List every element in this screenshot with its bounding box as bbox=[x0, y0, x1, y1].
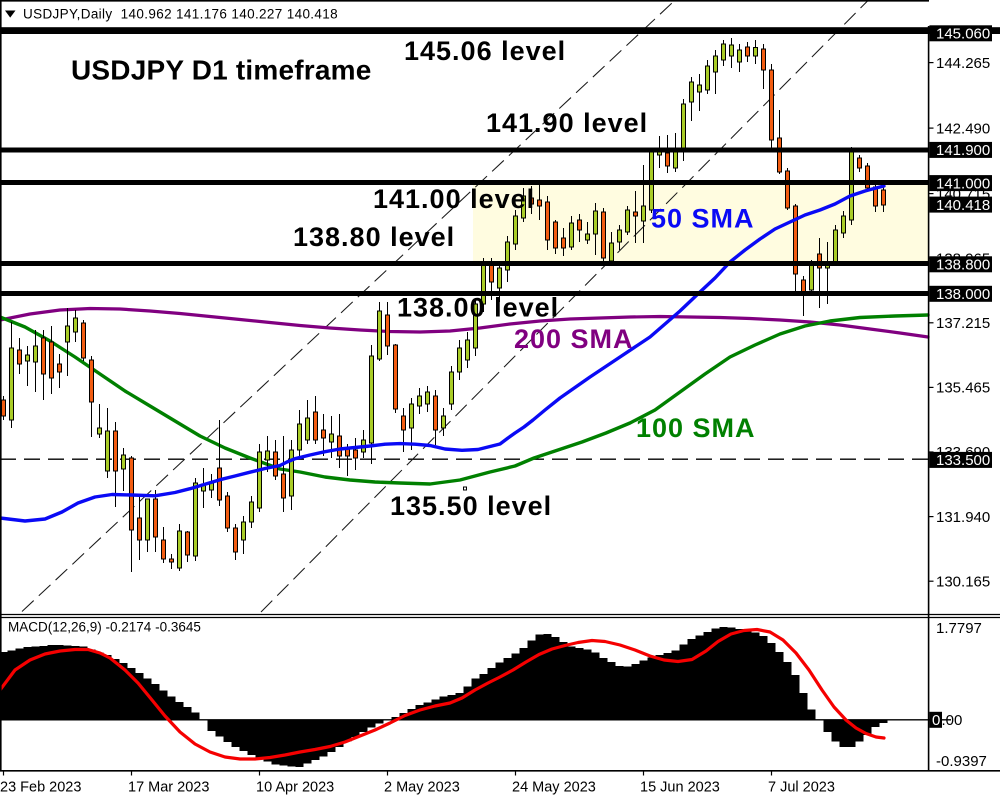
svg-text:138.00 level: 138.00 level bbox=[397, 293, 559, 323]
svg-text:15 Jun 2023: 15 Jun 2023 bbox=[640, 780, 720, 796]
svg-text:131.940: 131.940 bbox=[936, 509, 990, 526]
svg-text:MACD(12,26,9) -0.2174 -0.3645: MACD(12,26,9) -0.2174 -0.3645 bbox=[8, 620, 201, 635]
svg-text:135.465: 135.465 bbox=[936, 380, 990, 397]
svg-text:140.418: 140.418 bbox=[936, 197, 990, 214]
svg-text:2 May 2023: 2 May 2023 bbox=[384, 780, 460, 796]
svg-text:145.06 level: 145.06 level bbox=[404, 36, 566, 66]
svg-text:135.50 level: 135.50 level bbox=[390, 491, 552, 521]
svg-text:142.490: 142.490 bbox=[936, 120, 990, 137]
svg-text:141.00 level: 141.00 level bbox=[373, 184, 535, 214]
svg-text:10 Apr 2023: 10 Apr 2023 bbox=[256, 780, 334, 796]
svg-text:24 May 2023: 24 May 2023 bbox=[512, 780, 596, 796]
svg-text:141.90 level: 141.90 level bbox=[486, 108, 648, 138]
svg-text:138.80 level: 138.80 level bbox=[293, 222, 455, 252]
svg-text:7 Jul 2023: 7 Jul 2023 bbox=[768, 780, 835, 796]
svg-text:USDJPY D1 timeframe: USDJPY D1 timeframe bbox=[71, 55, 372, 86]
svg-text:137.215: 137.215 bbox=[936, 315, 990, 332]
svg-text:200 SMA: 200 SMA bbox=[514, 324, 634, 354]
svg-text:50 SMA: 50 SMA bbox=[651, 204, 755, 234]
svg-text:130.165: 130.165 bbox=[936, 573, 990, 590]
svg-text:23 Feb 2023: 23 Feb 2023 bbox=[0, 780, 81, 796]
svg-text:141.900: 141.900 bbox=[936, 142, 990, 159]
svg-text:138.800: 138.800 bbox=[936, 257, 990, 274]
svg-text:17 Mar 2023: 17 Mar 2023 bbox=[128, 780, 209, 796]
svg-text:144.265: 144.265 bbox=[936, 55, 990, 72]
svg-text:138.000: 138.000 bbox=[936, 286, 990, 303]
svg-text:100 SMA: 100 SMA bbox=[636, 413, 756, 443]
svg-text:1.7797: 1.7797 bbox=[936, 620, 982, 637]
svg-text:USDJPY,Daily 140.962 141.176: USDJPY,Daily 140.962 141.176 140.227 140… bbox=[23, 7, 338, 22]
svg-text:-0.9397: -0.9397 bbox=[936, 753, 987, 770]
svg-text:145.060: 145.060 bbox=[936, 26, 990, 43]
svg-text:0: 0 bbox=[932, 712, 940, 729]
svg-text:.00: .00 bbox=[942, 712, 963, 729]
svg-text:141.000: 141.000 bbox=[936, 175, 990, 192]
svg-text:133.500: 133.500 bbox=[936, 452, 990, 469]
